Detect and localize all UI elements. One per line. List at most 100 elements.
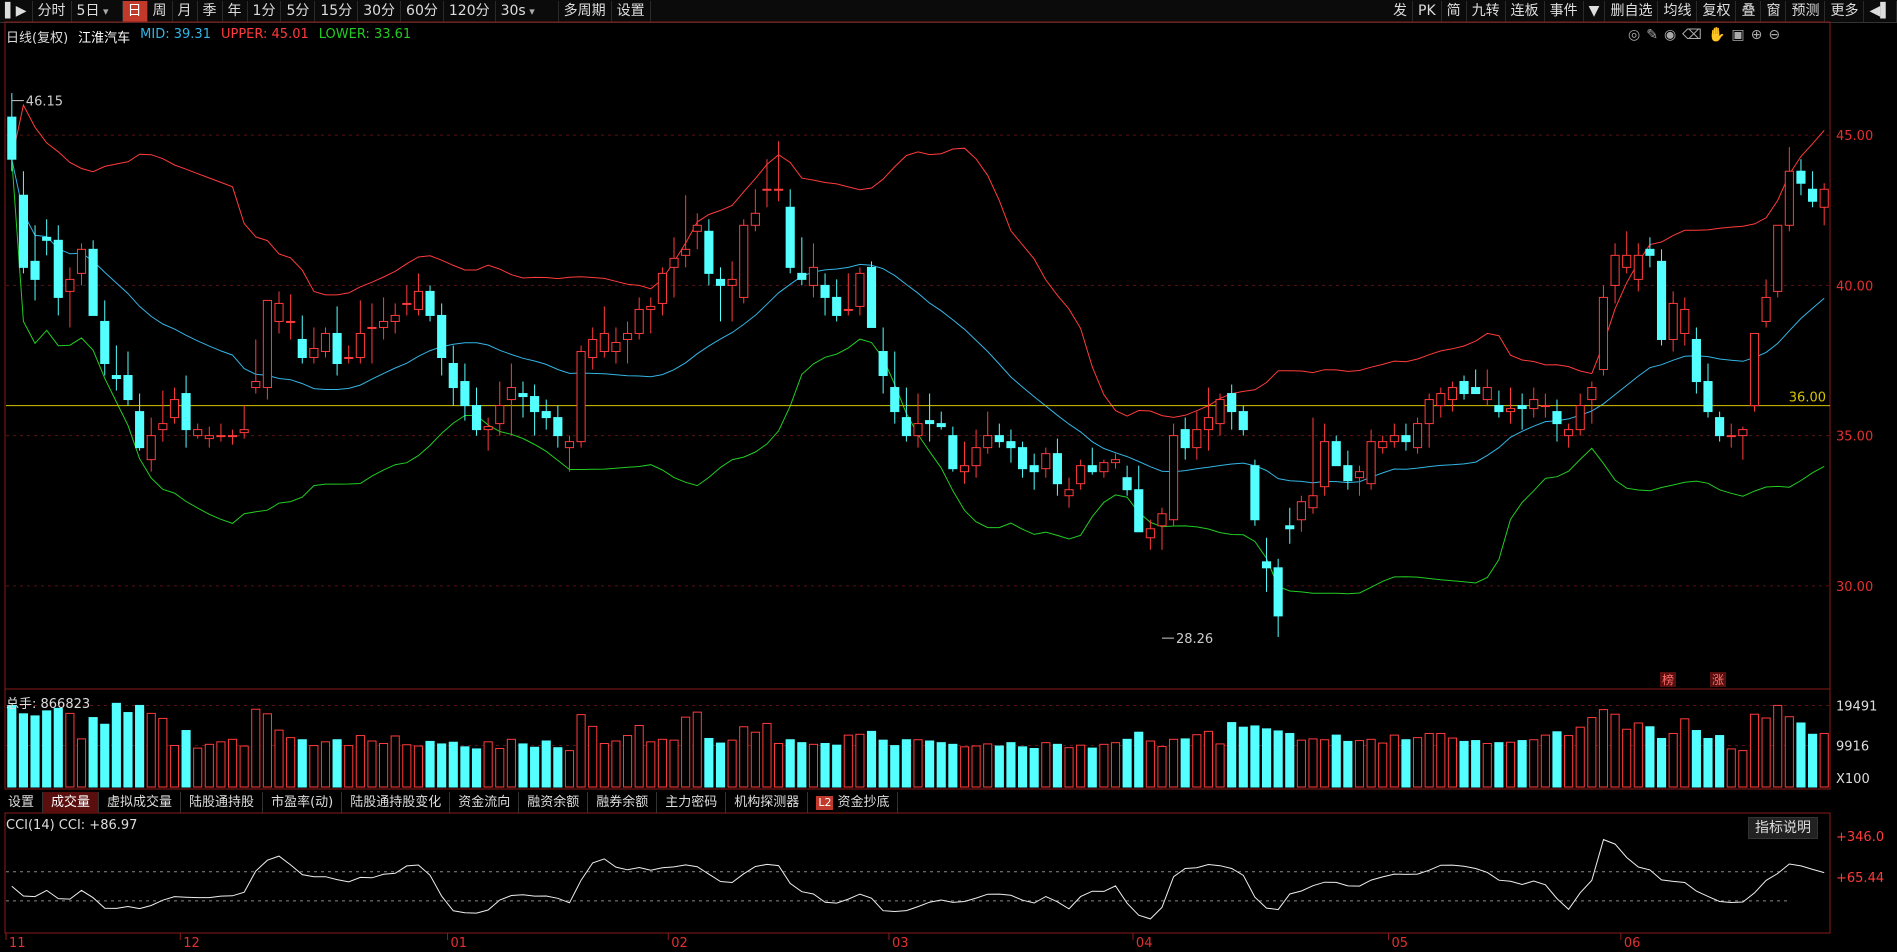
eye-icon[interactable]: ◉ bbox=[1663, 27, 1677, 43]
lower-label: LOWER: 33.61 bbox=[318, 27, 412, 42]
indicator-tab-3[interactable]: 陆股通持股 bbox=[181, 791, 264, 813]
indicator-tab-5[interactable]: 陆股通持股变化 bbox=[342, 791, 451, 813]
candle-body bbox=[657, 272, 667, 304]
period-7[interactable]: 1分 bbox=[248, 0, 282, 22]
period-11[interactable]: 60分 bbox=[401, 0, 444, 22]
candle-body bbox=[1122, 477, 1132, 491]
indicator-tab-label: 融券余额 bbox=[596, 794, 649, 810]
indicator-tab-6[interactable]: 资金流向 bbox=[450, 791, 520, 813]
indicator-tab-4[interactable]: 市盈率(动) bbox=[263, 791, 343, 813]
period-9[interactable]: 15分 bbox=[315, 0, 359, 22]
volume-bar bbox=[1424, 732, 1434, 788]
toolbar-right: 发 PK 简九转 连板 事件 ▼ 删自选 均线 复权叠窗预测 更多 ◀▌ bbox=[1388, 0, 1897, 22]
period-14[interactable]: 多周期 bbox=[559, 0, 612, 22]
period-8[interactable]: 5分 bbox=[281, 0, 316, 22]
indicator-tab-label: 虚拟成交量 bbox=[107, 794, 173, 810]
toolbar-right-7[interactable]: 删自选 bbox=[1605, 0, 1659, 22]
candle-body bbox=[808, 266, 819, 286]
candle-body bbox=[1703, 381, 1713, 413]
volume-bar bbox=[1540, 734, 1550, 788]
stock-name[interactable]: 江淮汽车 bbox=[78, 31, 131, 46]
candle-body bbox=[1668, 302, 1678, 340]
volume-bar bbox=[541, 740, 551, 788]
pen-icon[interactable]: ✎ bbox=[1646, 27, 1658, 43]
candle-body bbox=[878, 350, 888, 377]
price-panel-frame bbox=[4, 21, 1831, 690]
volume-bar bbox=[1157, 745, 1167, 788]
indicator-tab-2[interactable]: 虚拟成交量 bbox=[99, 791, 182, 813]
zoom-out-icon[interactable]: ⊖ bbox=[1768, 27, 1781, 43]
volume-bar bbox=[727, 739, 737, 788]
indicator-tab-label: 市盈率(动) bbox=[271, 794, 334, 810]
candle-body bbox=[1633, 254, 1643, 280]
toolbar-right-0[interactable]: 发 bbox=[1388, 0, 1414, 22]
toolbar-right-8[interactable]: 均线 bbox=[1658, 0, 1698, 22]
toolbar-right-6[interactable]: ▼ bbox=[1584, 0, 1606, 22]
toolbar-right-5[interactable]: 事件 bbox=[1545, 0, 1584, 22]
period-2[interactable]: 日 bbox=[122, 0, 148, 22]
candle-body bbox=[1331, 441, 1341, 467]
candle-body bbox=[890, 387, 900, 413]
indicator-tab-9[interactable]: 主力密码 bbox=[657, 791, 727, 813]
toolbar-right-11[interactable]: 窗 bbox=[1761, 0, 1787, 22]
event-marker-bg bbox=[1660, 672, 1676, 687]
candle-body bbox=[1052, 453, 1062, 485]
toolbar-right-2[interactable]: 简 bbox=[1442, 0, 1467, 22]
candle-body bbox=[1761, 296, 1771, 322]
toolbar-right-10[interactable]: 叠 bbox=[1736, 0, 1762, 22]
indicator-tab-10[interactable]: 机构探测器 bbox=[726, 791, 809, 813]
price-legend: 日线(复权) 江淮汽车 MID: 39.31 UPPER: 45.01 LOWE… bbox=[6, 27, 411, 46]
candle-body bbox=[599, 332, 609, 352]
toolbar-right-3[interactable]: 九转 bbox=[1467, 0, 1506, 22]
target-icon[interactable]: ◎ bbox=[1628, 27, 1641, 43]
indicator-tab-8[interactable]: 融券余额 bbox=[588, 791, 658, 813]
hand-icon[interactable]: ✋ bbox=[1707, 27, 1726, 43]
period-3[interactable]: 周 bbox=[148, 0, 173, 22]
zoom-in-icon[interactable]: ⊕ bbox=[1750, 27, 1763, 43]
indicator-tab-label: 资金流向 bbox=[458, 794, 511, 810]
period-4[interactable]: 月 bbox=[173, 0, 198, 22]
volume-bar bbox=[146, 712, 156, 788]
indicator-tab-7[interactable]: 融资余额 bbox=[519, 791, 589, 813]
volume-bar bbox=[111, 702, 121, 788]
volume-bar bbox=[564, 750, 575, 788]
indicator-tab-11[interactable]: L2 资金抄底 bbox=[808, 791, 899, 813]
candle-body bbox=[239, 429, 249, 434]
toolbar-right-13[interactable]: 更多 bbox=[1825, 0, 1865, 22]
volume-bar bbox=[530, 746, 540, 788]
candle-body bbox=[1482, 387, 1492, 401]
candle-body bbox=[913, 423, 923, 437]
period-5[interactable]: 季 bbox=[198, 0, 223, 22]
volume-bar bbox=[1505, 741, 1516, 788]
toolbar-right-12[interactable]: 预测 bbox=[1786, 0, 1826, 22]
candle-body bbox=[1110, 459, 1121, 464]
panel-toggle-icon[interactable]: ▌▶ bbox=[0, 0, 33, 22]
candle-body bbox=[959, 465, 970, 473]
period-10[interactable]: 30分 bbox=[358, 0, 402, 22]
candle-body bbox=[193, 429, 203, 437]
period-6[interactable]: 年 bbox=[223, 0, 248, 22]
period-13[interactable]: 30s bbox=[496, 0, 559, 22]
volume-bar bbox=[1703, 737, 1713, 788]
indicator-help-button[interactable]: 指标说明 bbox=[1748, 817, 1818, 839]
volume-bar bbox=[1378, 742, 1388, 788]
volume-bar bbox=[495, 748, 505, 788]
volume-bar bbox=[843, 734, 853, 788]
indicator-tab-0[interactable]: 设置 bbox=[0, 791, 44, 813]
toolbar-right-4[interactable]: 连板 bbox=[1506, 0, 1545, 22]
toolbar-right-9[interactable]: 复权 bbox=[1697, 0, 1737, 22]
volume-bar bbox=[1413, 737, 1423, 788]
candle-body bbox=[1808, 188, 1818, 202]
trash-icon[interactable]: ⌫ bbox=[1682, 27, 1702, 43]
indicator-tab-1[interactable]: 成交量 bbox=[43, 791, 100, 813]
toolbar-right-1[interactable]: PK bbox=[1413, 0, 1442, 22]
time-label: 11 bbox=[9, 936, 26, 951]
volume-bar bbox=[785, 739, 795, 788]
time-label: 01 bbox=[450, 936, 467, 951]
period-1[interactable]: 5日 bbox=[72, 0, 123, 22]
reference-line-label: 36.00 bbox=[1789, 391, 1826, 406]
period-15[interactable]: 设置 bbox=[612, 0, 651, 22]
volume-bar bbox=[506, 738, 516, 788]
lock-icon[interactable]: ▣ bbox=[1731, 27, 1745, 43]
